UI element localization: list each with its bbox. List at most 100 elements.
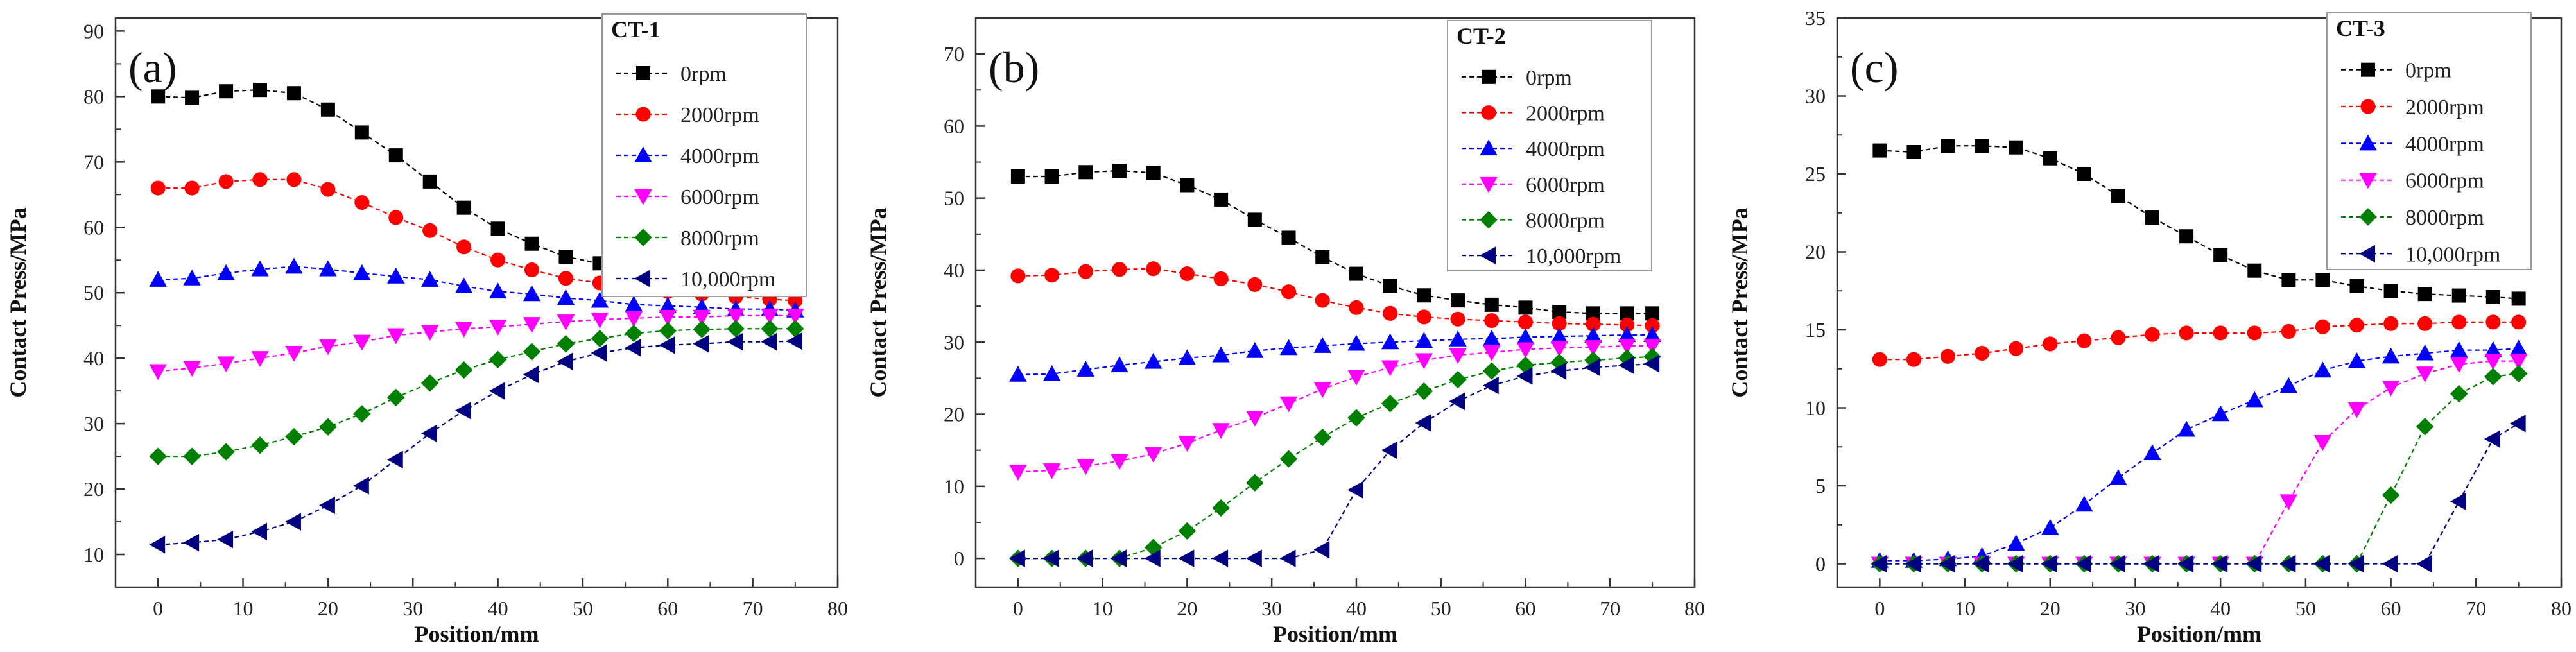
data-point — [2177, 554, 2194, 573]
data-point — [1313, 540, 1330, 559]
data-point — [2485, 314, 2501, 330]
y-tick-label: 0 — [954, 547, 964, 570]
data-point — [761, 320, 779, 338]
legend-label: 8000rpm — [2405, 206, 2484, 230]
data-point — [2109, 469, 2127, 485]
y-tick-label: 25 — [1805, 162, 1826, 185]
x-tick-label: 50 — [573, 597, 593, 620]
data-point — [1381, 333, 1399, 350]
data-point — [625, 324, 643, 343]
data-point — [1144, 447, 1163, 463]
data-point — [2247, 263, 2262, 278]
x-tick-label: 20 — [2040, 597, 2061, 620]
plot-frame — [974, 17, 1696, 588]
x-tick-label: 0 — [153, 597, 163, 620]
data-point — [183, 533, 200, 552]
data-point — [2279, 554, 2296, 573]
data-point — [1516, 367, 1533, 385]
series-10,000rpm — [1871, 415, 2526, 573]
data-point — [1416, 309, 1431, 325]
legend-label: 2000rpm — [680, 103, 759, 127]
data-point — [1450, 311, 1465, 327]
data-point — [1483, 376, 1499, 395]
data-point — [1517, 314, 1534, 330]
data-point — [1009, 465, 1027, 481]
data-point — [1179, 266, 1195, 282]
data-point — [2347, 352, 2366, 368]
data-point — [387, 267, 405, 284]
data-point — [454, 322, 473, 338]
data-point — [2451, 314, 2467, 330]
legend-label: 6000rpm — [2405, 169, 2484, 193]
data-point — [1872, 143, 1887, 158]
data-point — [2245, 391, 2264, 408]
legend-marker — [634, 146, 652, 162]
series-6000rpm — [1009, 338, 1661, 481]
legend-marker — [2361, 62, 2375, 77]
data-point — [2041, 519, 2059, 535]
data-point — [2075, 495, 2093, 512]
data-point — [1178, 522, 1197, 540]
y-tick-label: 35 — [1805, 6, 1826, 30]
data-point — [218, 174, 234, 189]
data-point — [2347, 554, 2364, 573]
data-point — [149, 364, 167, 381]
x-tick-label: 20 — [1177, 597, 1197, 620]
data-point — [2349, 318, 2365, 333]
data-point — [1973, 554, 1989, 573]
legend-label: 4000rpm — [1526, 137, 1605, 161]
data-point — [2111, 330, 2126, 345]
y-tick-label: 40 — [83, 347, 104, 370]
data-point — [149, 447, 167, 465]
data-point — [286, 86, 301, 101]
data-point — [353, 334, 371, 351]
data-point — [420, 424, 437, 443]
data-point — [488, 320, 507, 336]
data-point — [1871, 554, 1887, 573]
x-tick-label: 30 — [1261, 597, 1282, 620]
data-point — [251, 522, 267, 541]
legend-marker — [2359, 208, 2377, 226]
legend: CT-2 0rpm 2000rpm 4000rpm 6000rpm 8000rpm 10,0… — [1447, 20, 1652, 271]
data-point — [1552, 305, 1567, 320]
data-point — [1212, 549, 1229, 567]
data-point — [2450, 492, 2466, 511]
y-tick-label: 20 — [944, 403, 964, 426]
data-point — [387, 450, 403, 468]
data-point — [2041, 554, 2057, 573]
data-point — [1246, 411, 1264, 427]
data-point — [659, 309, 677, 326]
data-point — [1383, 279, 1397, 293]
data-point — [1484, 313, 1500, 329]
data-point — [1484, 297, 1499, 312]
data-point — [217, 356, 235, 373]
data-point — [422, 223, 438, 238]
data-point — [217, 530, 234, 549]
data-point — [1975, 345, 1990, 361]
y-tick-label: 50 — [83, 281, 104, 304]
data-point — [1076, 459, 1095, 476]
y-axis-title: Contact Press/MPa — [1727, 207, 1752, 397]
x-tick-label: 60 — [2381, 597, 2401, 620]
data-point — [1279, 549, 1296, 567]
data-point — [2043, 151, 2057, 166]
x-tick-label: 30 — [2125, 597, 2145, 620]
data-point — [2451, 288, 2466, 303]
data-point — [2484, 341, 2502, 357]
data-point — [286, 172, 302, 187]
legend-marker — [1480, 139, 1498, 156]
y-tick-label: 20 — [83, 477, 104, 501]
data-point — [1586, 316, 1601, 332]
data-point — [2007, 554, 2023, 573]
data-point — [1010, 169, 1025, 184]
legend-label: 8000rpm — [1526, 209, 1605, 233]
data-point — [625, 311, 643, 327]
data-point — [1417, 288, 1431, 303]
data-point — [625, 295, 643, 312]
data-point — [2075, 554, 2091, 573]
data-point — [454, 361, 473, 379]
data-point — [1178, 549, 1195, 567]
data-point — [1042, 549, 1059, 567]
data-point — [524, 236, 539, 251]
data-point — [1281, 230, 1296, 245]
